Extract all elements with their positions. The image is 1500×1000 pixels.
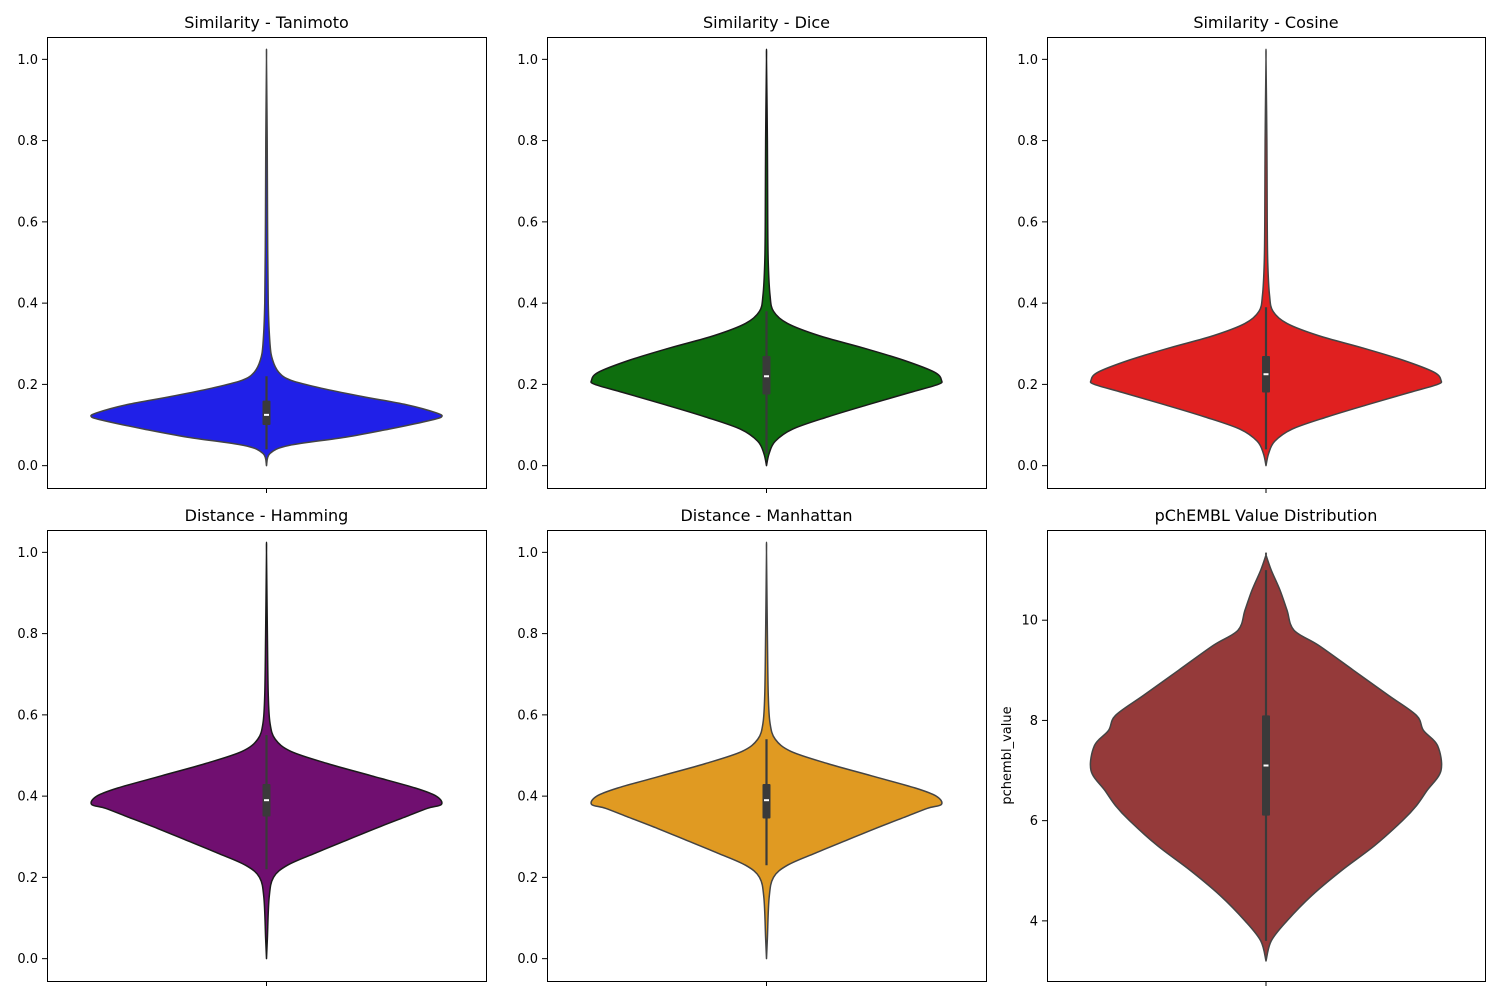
y-tick-label: 0.2 [17, 378, 38, 393]
y-tick-label: 0.0 [517, 459, 538, 474]
axes-frame [1047, 530, 1486, 982]
panel-2: Similarity - Dice 0.0 0.2 0.4 0.6 0.8 1.0 [517, 13, 987, 493]
y-tick-label: 0.2 [517, 378, 538, 393]
violin-body [590, 48, 943, 467]
axes-frame [47, 37, 487, 489]
y-axis-label: pchembl_value [1000, 706, 1015, 804]
y-tick-label: 0.4 [517, 790, 538, 805]
violin-iqr-box [262, 400, 271, 426]
violin-iqr-box [762, 355, 771, 395]
y-tick-label: 6 [1030, 814, 1038, 829]
panel-6: pChEMBL Value Distribution 4 6 8 10 pchembl_v… [1000, 506, 1486, 986]
panel-title: Similarity - Tanimoto [184, 13, 349, 32]
y-tick-label: 0.0 [517, 952, 538, 967]
y-tick-label: 0.4 [517, 297, 538, 312]
panel-title: Distance - Hamming [185, 506, 349, 525]
y-tick-label: 10 [1021, 614, 1038, 629]
y-tick-label: 0.2 [17, 871, 38, 886]
y-tick-label: 1.0 [1017, 53, 1038, 68]
y-tick-label: 0.8 [517, 627, 538, 642]
y-tick-label: 0.4 [17, 790, 38, 805]
violin-body [1089, 48, 1443, 467]
y-tick-label: 8 [1030, 714, 1038, 729]
axes-frame [47, 530, 487, 982]
y-tick-label: 0.6 [517, 215, 538, 230]
y-tick-label: 0.8 [17, 627, 38, 642]
y-tick-label: 0.2 [1017, 378, 1038, 393]
y-tick-label: 0.4 [1017, 297, 1038, 312]
y-tick-label: 0.8 [17, 134, 38, 149]
y-tick-label: 0.8 [517, 134, 538, 149]
axes-frame [547, 37, 987, 489]
panel-title: Similarity - Dice [703, 13, 830, 32]
panel-1: Similarity - Tanimoto 0.0 0.2 0.4 0.6 0.8 1.0 [17, 13, 487, 493]
panel-title: Distance - Manhattan [680, 506, 852, 525]
y-tick-label: 0.6 [1017, 215, 1038, 230]
axes-frame [1047, 37, 1486, 489]
violin-iqr-box [762, 783, 771, 819]
y-tick-label: 1.0 [517, 53, 538, 68]
y-tick-label: 4 [1030, 914, 1038, 929]
y-tick-label: 1.0 [17, 546, 38, 561]
axes-frame [547, 530, 987, 982]
violin-body [90, 48, 443, 467]
panel-title: pChEMBL Value Distribution [1155, 506, 1378, 525]
y-tick-label: 1.0 [517, 546, 538, 561]
y-tick-label: 1.0 [17, 53, 38, 68]
y-tick-label: 0.6 [17, 708, 38, 723]
panel-4: Distance - Hamming 0.0 0.2 0.4 0.6 0.8 1.0 [17, 506, 487, 986]
y-tick-label: 0.6 [517, 708, 538, 723]
y-tick-label: 0.6 [17, 215, 38, 230]
y-tick-label: 0.0 [1017, 459, 1038, 474]
y-tick-label: 0.0 [17, 459, 38, 474]
panel-title: Similarity - Cosine [1193, 13, 1338, 32]
y-tick-label: 0.0 [17, 952, 38, 967]
y-tick-label: 0.8 [1017, 134, 1038, 149]
panel-3: Similarity - Cosine 0.0 0.2 0.4 0.6 0.8 1.0 [1017, 13, 1486, 493]
panel-5: Distance - Manhattan 0.0 0.2 0.4 0.6 0.8 1.0 [517, 506, 987, 986]
y-tick-label: 0.2 [517, 871, 538, 886]
y-tick-label: 0.4 [17, 297, 38, 312]
